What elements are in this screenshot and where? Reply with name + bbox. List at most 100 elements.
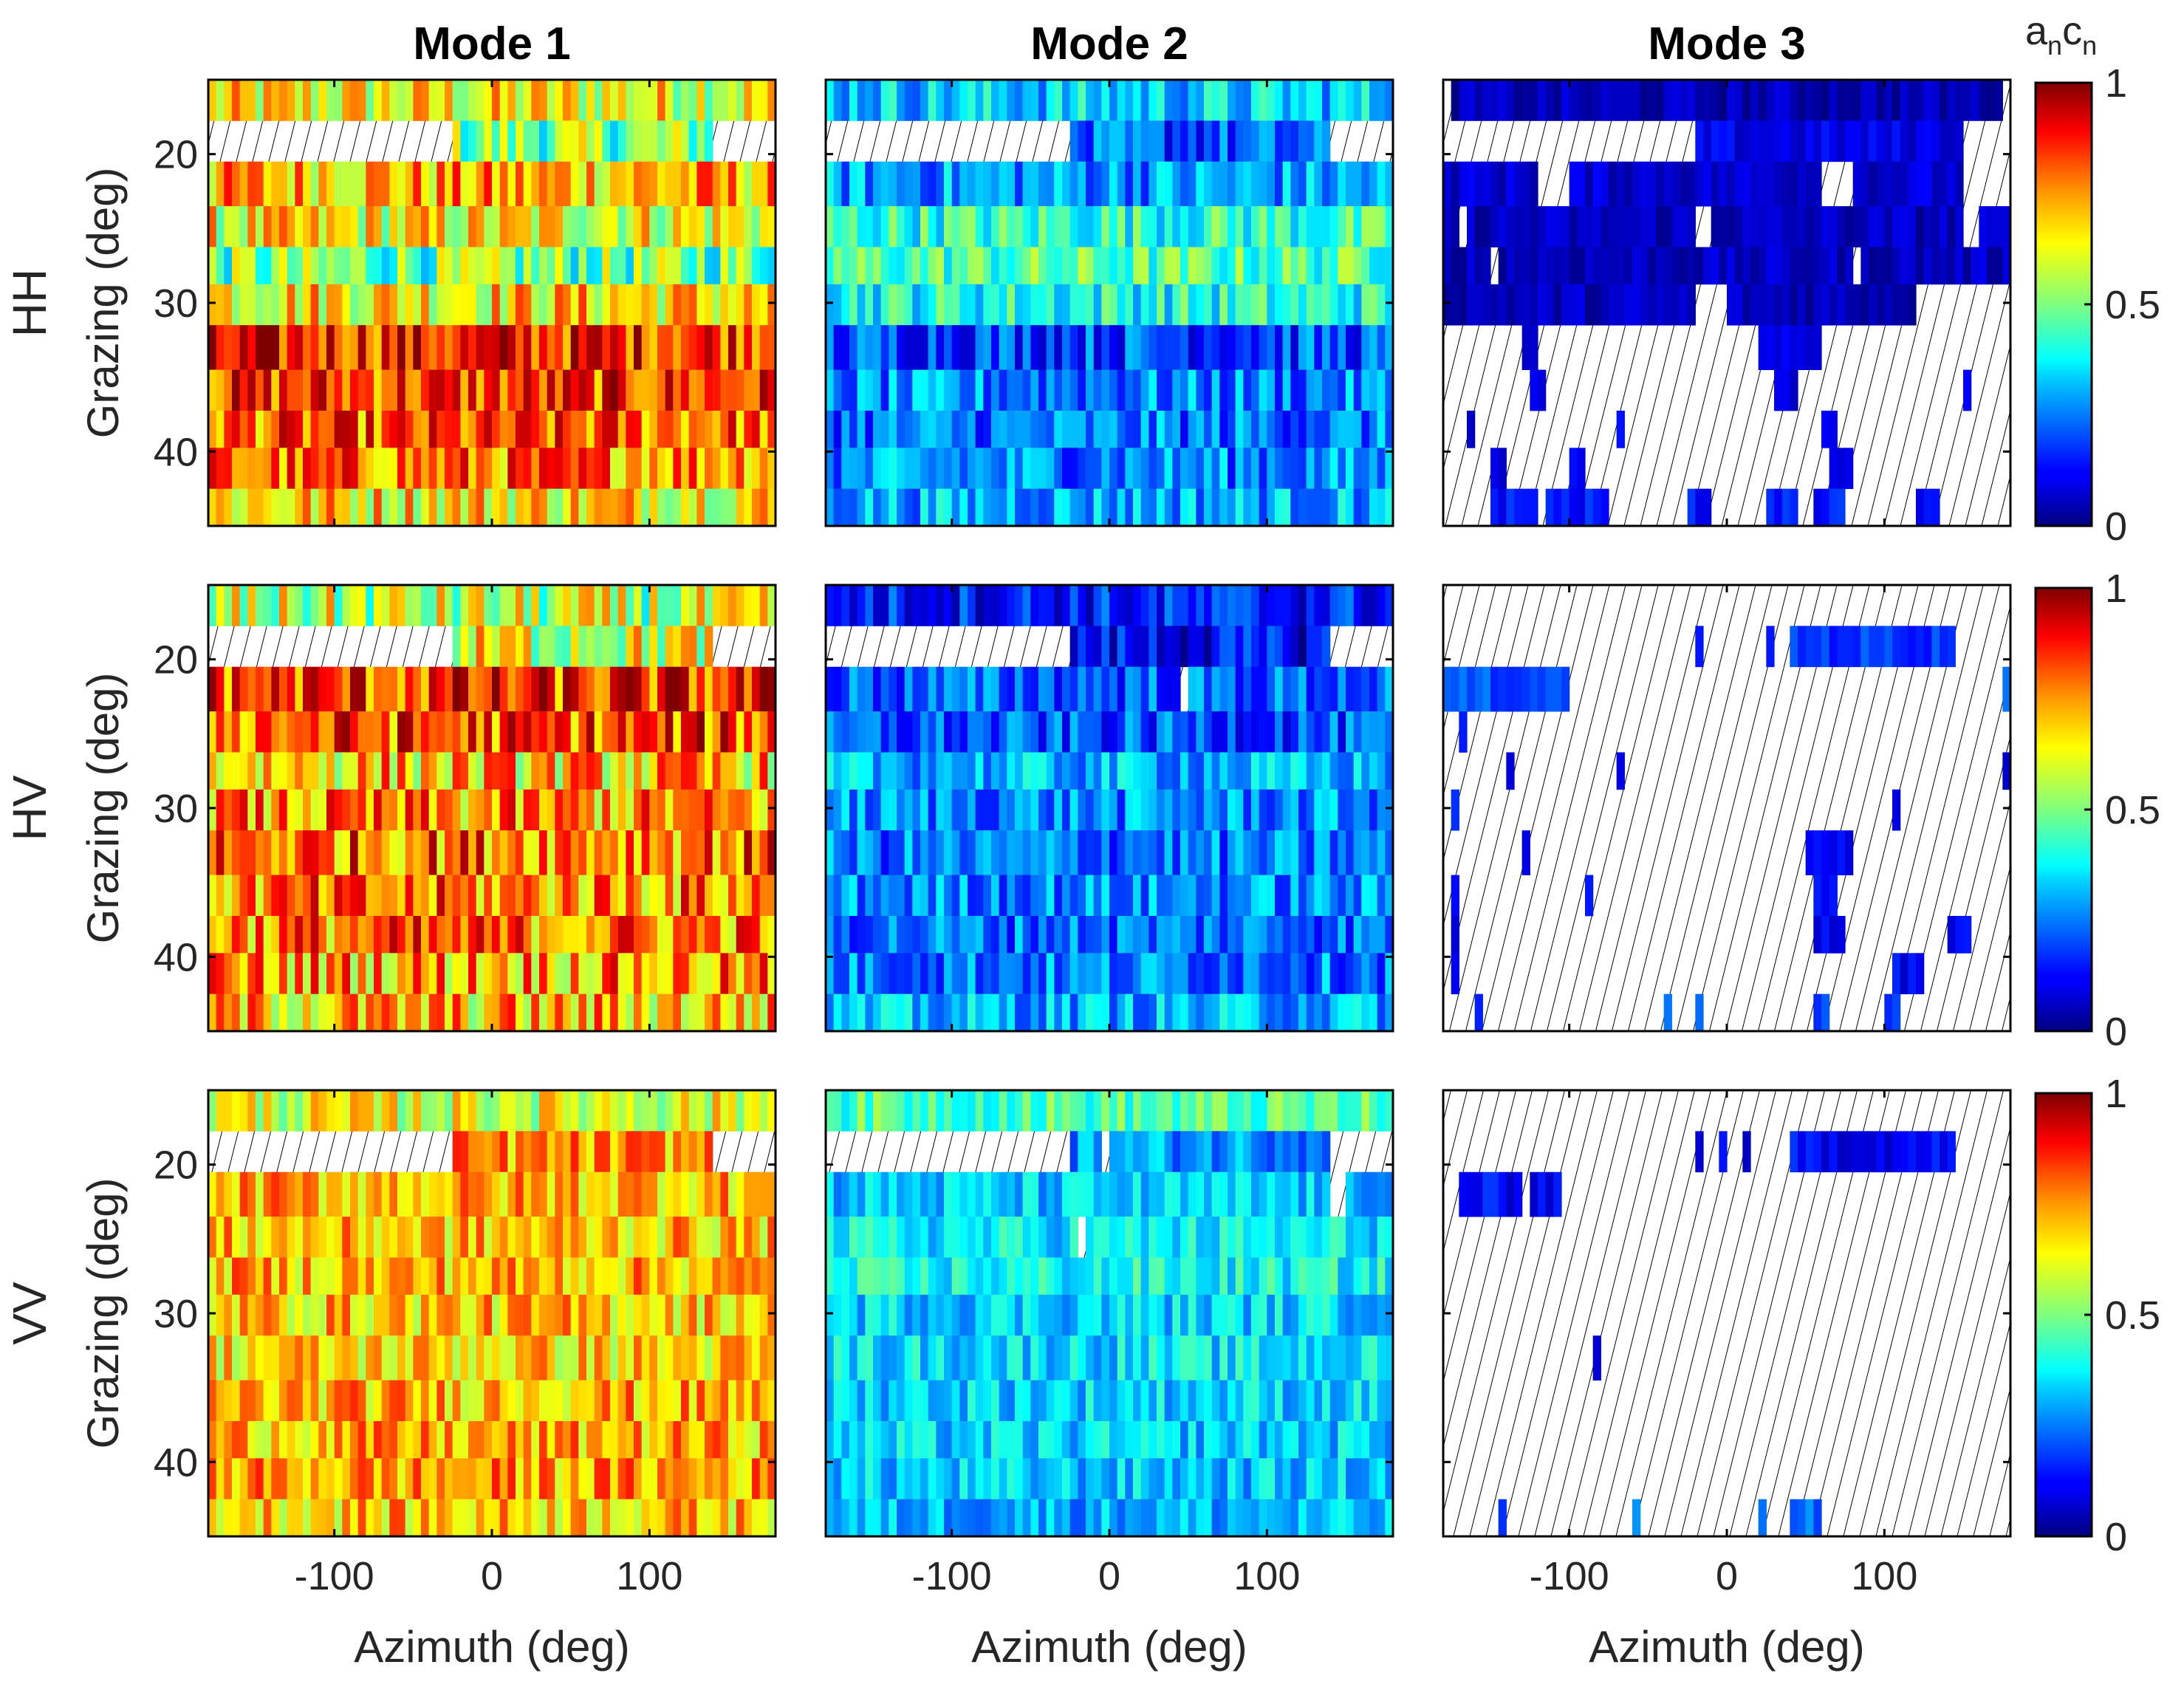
heatmap-cell [389, 206, 398, 247]
heatmap-cell [873, 585, 882, 626]
heatmap-cell [445, 1090, 453, 1132]
heatmap-cell [696, 1499, 705, 1537]
heatmap-cell [247, 80, 256, 121]
heatmap-cell [1251, 1380, 1260, 1422]
heatmap-cell [833, 993, 842, 1032]
heatmap-cell [1306, 915, 1315, 954]
heatmap-cell [303, 711, 312, 753]
heatmap-cell [1521, 247, 1530, 285]
heatmap-cell [1369, 448, 1378, 490]
heatmap-cell [968, 325, 976, 370]
heatmap-cell [232, 1090, 241, 1132]
heatmap-cell [991, 1335, 1000, 1381]
heatmap-cell [547, 875, 555, 917]
heatmap-cell [1314, 1257, 1323, 1296]
heatmap-cell [1078, 1420, 1086, 1459]
heatmap-cell [767, 325, 776, 370]
heatmap-cell [641, 1131, 650, 1173]
heatmap-cell [912, 1380, 921, 1422]
heatmap-cell [594, 1335, 603, 1381]
heatmap-cell [1140, 206, 1149, 247]
heatmap-cell [1101, 80, 1110, 121]
heatmap-cell [374, 875, 383, 917]
heatmap-cell [904, 1380, 913, 1422]
heatmap-cell [1994, 80, 2003, 121]
heatmap-cell [1443, 161, 1452, 207]
heatmap-cell [1553, 206, 1562, 247]
heatmap-cell [279, 1294, 288, 1336]
heatmap-cell [295, 161, 304, 207]
heatmap-cell [1656, 161, 1665, 207]
heatmap-cell [342, 325, 351, 370]
heatmap-cell [665, 80, 674, 121]
heatmap-cell [1188, 875, 1197, 917]
heatmap-cell [1101, 1217, 1110, 1258]
heatmap-cell [1054, 993, 1063, 1032]
heatmap-cell [389, 915, 398, 954]
heatmap-cell [1521, 488, 1530, 527]
heatmap-cell [1353, 711, 1362, 753]
heatmap-cell [728, 1499, 737, 1537]
heatmap-cell [983, 1420, 992, 1459]
heatmap-cell [1275, 1090, 1284, 1132]
heatmap-cell [688, 1171, 697, 1217]
heatmap-cell [959, 875, 968, 917]
heatmap-cell [523, 369, 532, 411]
heatmap-cell [1140, 448, 1149, 490]
heatmap-cell [1228, 993, 1236, 1032]
heatmap-cell [1117, 120, 1126, 162]
heatmap-cell [413, 1335, 422, 1381]
heatmap-cell [1235, 161, 1244, 207]
heatmap-cell [1766, 488, 1775, 527]
heatmap-cell [936, 247, 945, 285]
heatmap-cell [247, 1499, 256, 1537]
heatmap-cell [1298, 830, 1307, 875]
heatmap-cell [696, 993, 705, 1032]
heatmap-cell [366, 410, 374, 448]
heatmap-cell [1078, 325, 1086, 370]
heatmap-cell [759, 789, 768, 831]
heatmap-cell [350, 161, 359, 207]
heatmap-cell [460, 915, 469, 954]
heatmap-cell [1298, 488, 1307, 527]
heatmap-cell [256, 1090, 264, 1132]
heatmap-cell [744, 1294, 753, 1336]
heatmap-cell [657, 789, 666, 831]
heatmap-cell [720, 325, 729, 370]
heatmap-cell [208, 325, 217, 370]
heatmap-cell [1054, 325, 1063, 370]
heatmap-cell [1892, 161, 1901, 207]
heatmap-cell [499, 875, 508, 917]
heatmap-cell [944, 1171, 953, 1217]
heatmap-cell [649, 1499, 658, 1537]
heatmap-cell [539, 585, 548, 626]
heatmap-cell [452, 410, 461, 448]
heatmap-cell [224, 488, 233, 527]
heatmap-cell [303, 1458, 312, 1500]
heatmap-cell [1235, 1294, 1244, 1336]
heatmap-cell [1046, 1257, 1055, 1296]
heatmap-cell [1133, 206, 1142, 247]
heatmap-cell [1062, 1294, 1071, 1336]
heatmap-cell [1837, 284, 1846, 326]
heatmap-cell [279, 325, 288, 370]
heatmap-cell [1125, 626, 1134, 668]
heatmap-cell [897, 789, 906, 831]
heatmap-cell [539, 915, 548, 954]
heatmap-cell [759, 1171, 768, 1217]
heatmap-cell [767, 1335, 776, 1381]
heatmap-cell [1322, 953, 1331, 995]
heatmap-cell [1338, 161, 1346, 207]
heatmap-cell [975, 369, 984, 411]
heatmap-cell [570, 1499, 579, 1537]
heatmap-cell [1180, 915, 1189, 954]
heatmap-cell [1109, 1257, 1118, 1296]
heatmap-cell [492, 161, 501, 207]
heatmap-cell [1022, 448, 1031, 490]
heatmap-cell [1275, 752, 1284, 790]
heatmap-cell [951, 875, 960, 917]
heatmap-cell [287, 488, 295, 527]
heatmap-cell [626, 80, 634, 121]
heatmap-cell [1338, 585, 1346, 626]
y-tick-label: 30 [154, 281, 198, 326]
